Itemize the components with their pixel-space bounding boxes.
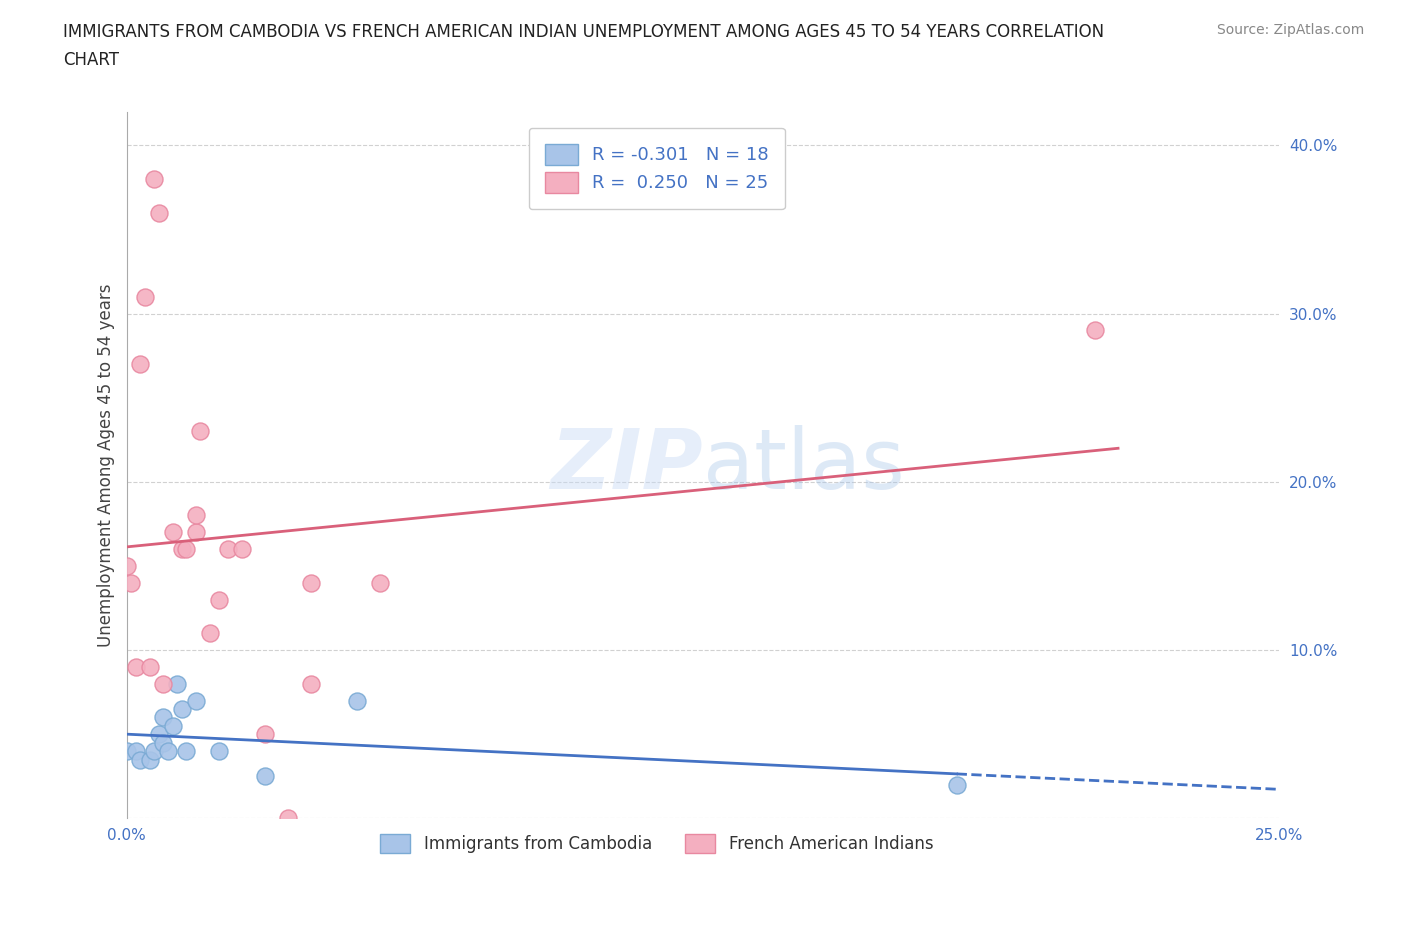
Point xyxy=(299,576,322,591)
Point xyxy=(125,744,148,759)
Point xyxy=(129,356,152,371)
Point xyxy=(148,206,170,220)
Point xyxy=(208,744,231,759)
Point xyxy=(138,752,160,767)
Point xyxy=(143,171,166,186)
Point xyxy=(184,693,207,708)
Point xyxy=(170,541,193,556)
Point xyxy=(166,676,188,691)
Point xyxy=(120,576,142,591)
Point xyxy=(138,659,160,674)
Text: IMMIGRANTS FROM CAMBODIA VS FRENCH AMERICAN INDIAN UNEMPLOYMENT AMONG AGES 45 TO: IMMIGRANTS FROM CAMBODIA VS FRENCH AMERI… xyxy=(63,23,1104,41)
Point xyxy=(184,525,207,539)
Point xyxy=(115,744,138,759)
Point xyxy=(152,676,174,691)
Point xyxy=(253,727,276,742)
Point xyxy=(176,541,198,556)
Point xyxy=(231,541,253,556)
Point xyxy=(299,676,322,691)
Point xyxy=(277,811,299,826)
Point xyxy=(184,508,207,523)
Point xyxy=(143,744,166,759)
Point xyxy=(945,777,967,792)
Point xyxy=(170,701,193,716)
Point xyxy=(176,744,198,759)
Text: ZIP: ZIP xyxy=(550,424,703,506)
Text: Source: ZipAtlas.com: Source: ZipAtlas.com xyxy=(1216,23,1364,37)
Legend: Immigrants from Cambodia, French American Indians: Immigrants from Cambodia, French America… xyxy=(374,827,941,859)
Point xyxy=(152,736,174,751)
Point xyxy=(368,576,391,591)
Text: atlas: atlas xyxy=(703,424,904,506)
Point xyxy=(208,592,231,607)
Point xyxy=(162,525,184,539)
Point xyxy=(152,710,174,724)
Point xyxy=(346,693,368,708)
Point xyxy=(148,727,170,742)
Point xyxy=(115,559,138,574)
Point xyxy=(1084,323,1107,338)
Point xyxy=(134,289,156,304)
Point xyxy=(157,744,180,759)
Point xyxy=(188,424,211,439)
Point xyxy=(129,752,152,767)
Text: CHART: CHART xyxy=(63,51,120,69)
Point xyxy=(253,769,276,784)
Point xyxy=(198,626,221,641)
Point xyxy=(125,659,148,674)
Y-axis label: Unemployment Among Ages 45 to 54 years: Unemployment Among Ages 45 to 54 years xyxy=(97,284,115,646)
Point xyxy=(217,541,239,556)
Point xyxy=(162,718,184,733)
